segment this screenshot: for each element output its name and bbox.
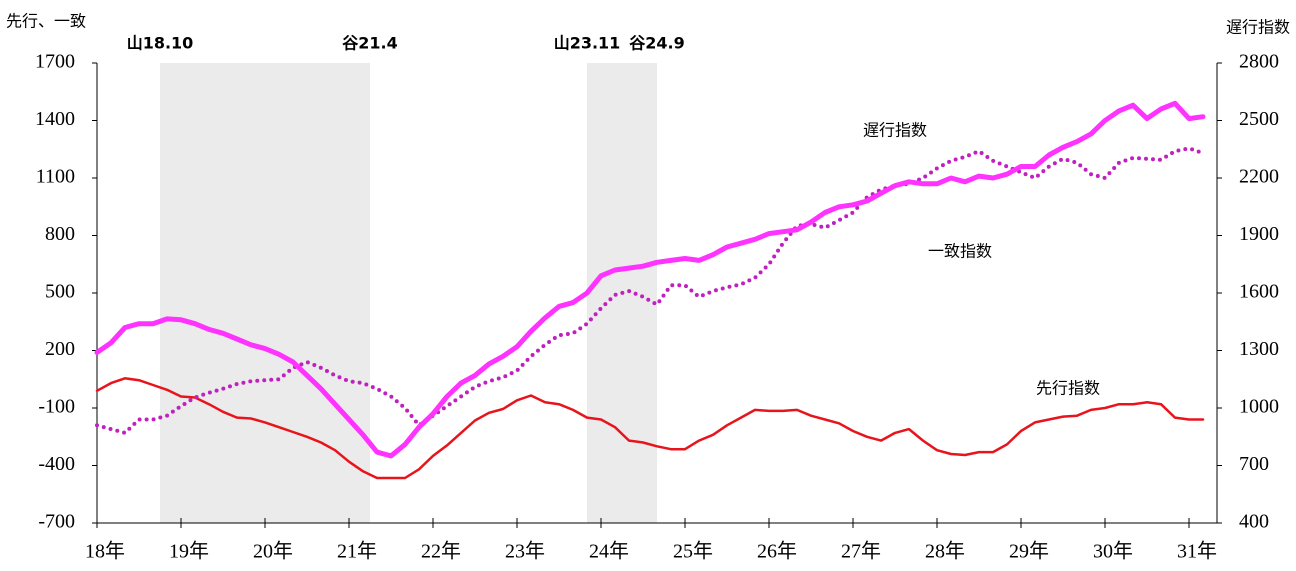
x-tick-label: 22年: [421, 540, 461, 563]
shaded-period: [160, 63, 370, 523]
y-tick-label: -400: [38, 453, 75, 475]
y2-tick-label: 2800: [1239, 51, 1279, 73]
y2-axis-title: 遅行指数: [1226, 18, 1290, 37]
y2-tick-label: 1000: [1239, 396, 1279, 418]
period-label: 山18.10: [127, 34, 194, 53]
y-tick-label: 1700: [35, 51, 75, 73]
x-tick-label: 25年: [673, 540, 713, 563]
y-tick-label: 200: [45, 338, 75, 360]
y2-tick-label: 1300: [1239, 338, 1279, 360]
x-tick-label: 18年: [85, 540, 125, 563]
x-tick-label: 31年: [1177, 540, 1217, 563]
y-tick-label: 1100: [36, 166, 75, 188]
x-tick-label: 26年: [757, 540, 797, 563]
x-tick-label: 24年: [589, 540, 629, 563]
series-line: [94, 100, 1206, 459]
period-label: 山23.11: [554, 34, 621, 53]
y-tick-label: -700: [38, 511, 75, 533]
y-tick-label: 500: [45, 281, 75, 303]
y-tick-label: 1400: [35, 108, 75, 130]
x-tick-label: 27年: [841, 540, 881, 563]
period-label: 谷21.4: [342, 34, 397, 53]
x-tick-label: 19年: [169, 540, 209, 563]
y2-tick-label: 700: [1239, 453, 1269, 475]
y2-tick-label: 400: [1239, 511, 1269, 533]
y2-tick-label: 1600: [1239, 281, 1279, 303]
x-tick-label: 28年: [925, 540, 965, 563]
y-tick-label: -100: [38, 396, 75, 418]
x-tick-label: 30年: [1093, 540, 1133, 563]
y-tick-label: 800: [45, 223, 75, 245]
series-line: [95, 377, 1205, 480]
y2-tick-label: 2200: [1239, 166, 1279, 188]
y2-tick-label: 2500: [1239, 108, 1279, 130]
series-label: 遅行指数: [863, 121, 927, 140]
series-label: 先行指数: [1036, 379, 1100, 398]
y2-tick-label: 1900: [1239, 223, 1279, 245]
x-tick-label: 21年: [337, 540, 377, 563]
x-tick-label: 29年: [1009, 540, 1049, 563]
period-label: 谷24.9: [629, 34, 684, 53]
series-line: [95, 146, 1205, 435]
y-axis-title: 先行、一致: [6, 12, 86, 31]
x-tick-label: 23年: [505, 540, 545, 563]
series-label: 一致指数: [928, 242, 992, 261]
x-tick-label: 20年: [253, 540, 293, 563]
